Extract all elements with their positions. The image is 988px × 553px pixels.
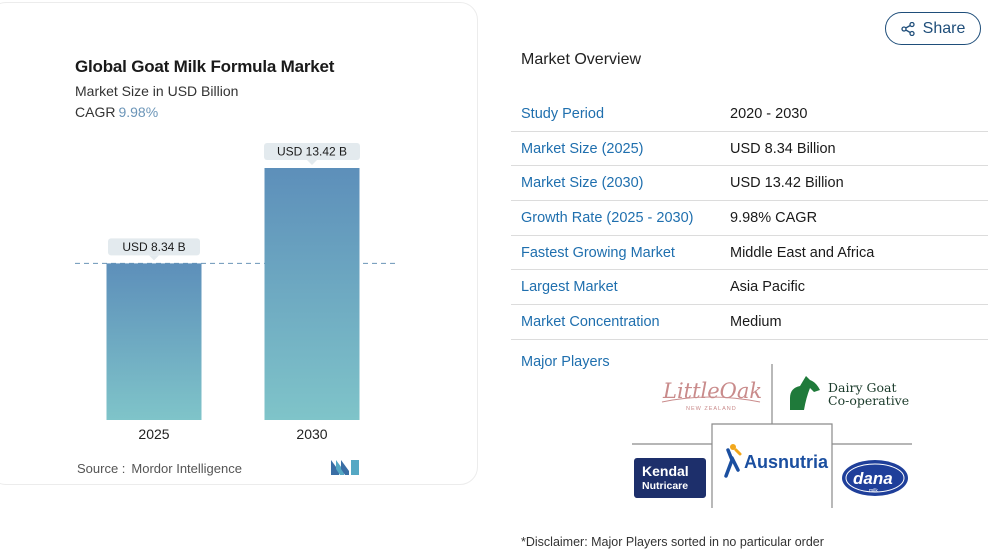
- data-label: USD 13.42 B: [277, 145, 347, 159]
- mordor-intelligence-logo-icon: [331, 460, 359, 475]
- row-key[interactable]: Growth Rate (2025 - 2030): [521, 209, 694, 226]
- row-value: 9.98% CAGR: [730, 209, 818, 226]
- x-tick-label: 2030: [296, 426, 327, 442]
- dana-sub: milk: [869, 488, 878, 494]
- ausnutria-figure-icon: [724, 444, 742, 478]
- row-value: 2020 - 2030: [730, 105, 808, 122]
- dairy-goat-line1: Dairy Goat: [828, 380, 896, 395]
- bar-2030: [264, 168, 360, 420]
- data-label-pointer: [149, 255, 159, 261]
- chart-title: Global Goat Milk Formula Market: [75, 57, 335, 76]
- ausnutria-name: Ausnutria: [744, 452, 829, 472]
- row-key[interactable]: Market Size (2025): [521, 140, 644, 157]
- chart-cagr: CAGR 9.98%: [75, 104, 158, 120]
- dana-logo: dana milk: [842, 460, 908, 496]
- row-value: Asia Pacific: [730, 279, 805, 296]
- major-players-grid: LittleOak NEW ZEALAND Dairy Goat Co-oper…: [632, 364, 912, 508]
- data-label-bg: [264, 143, 360, 160]
- row-key[interactable]: Fastest Growing Market: [521, 244, 675, 261]
- dairy-goat-line2: Co-operative: [828, 393, 909, 408]
- dairy-goat-logo: Dairy Goat Co-operative: [790, 376, 909, 410]
- dana-name: dana: [853, 469, 893, 488]
- row-key[interactable]: Market Size (2030): [521, 175, 644, 192]
- chart-card: [0, 2, 478, 485]
- row-key[interactable]: Study Period: [521, 105, 605, 122]
- row-key[interactable]: Market Concentration: [521, 313, 660, 330]
- share-icon: [900, 21, 915, 36]
- row-value: Middle East and Africa: [730, 244, 875, 261]
- overview-title: Market Overview: [521, 51, 642, 68]
- table-row: Market Size (2030) USD 13.42 Billion: [511, 166, 988, 202]
- kendal-line2: Nutricare: [642, 480, 688, 492]
- data-label: USD 8.34 B: [122, 240, 185, 254]
- share-button[interactable]: Share: [885, 12, 981, 45]
- table-row: Growth Rate (2025 - 2030) 9.98% CAGR: [511, 201, 988, 236]
- chart-subtitle: Market Size in USD Billion: [75, 83, 239, 99]
- littleoak-sub: NEW ZEALAND: [686, 406, 737, 412]
- chart-source: Source : Mordor Intelligence: [77, 461, 242, 476]
- table-row: Market Size (2025) USD 8.34 Billion: [511, 132, 988, 167]
- source-value: Mordor Intelligence: [131, 461, 242, 476]
- kendal-logo: Kendal Nutricare: [634, 458, 706, 498]
- goat-icon: [790, 376, 820, 410]
- source-label: Source :: [77, 461, 126, 476]
- table-row: Largest Market Asia Pacific: [511, 270, 988, 306]
- table-row: Study Period 2020 - 2030: [511, 97, 988, 132]
- cagr-label: CAGR: [75, 104, 116, 120]
- table-row: Market Concentration Medium: [511, 305, 988, 340]
- x-tick-label: 2025: [138, 426, 169, 442]
- row-value: Medium: [730, 313, 782, 330]
- bar-2025: [106, 263, 202, 420]
- kendal-line1: Kendal: [642, 463, 689, 479]
- row-key[interactable]: Largest Market: [521, 279, 618, 296]
- row-value: USD 13.42 Billion: [730, 175, 844, 192]
- cagr-value: 9.98%: [118, 104, 159, 120]
- littleoak-logo: LittleOak NEW ZEALAND: [661, 379, 762, 412]
- bar-chart: USD 8.34 B 2025 USD 13.42 B 2030: [75, 143, 396, 442]
- overview-table: Study Period 2020 - 2030 Market Size (20…: [511, 97, 988, 340]
- ausnutria-logo: Ausnutria: [724, 444, 829, 478]
- share-label: Share: [922, 19, 966, 37]
- major-players-title[interactable]: Major Players: [521, 354, 610, 370]
- data-label-pointer: [307, 160, 317, 165]
- row-value: USD 8.34 Billion: [730, 140, 836, 157]
- data-label-bg: [108, 238, 200, 256]
- table-row: Fastest Growing Market Middle East and A…: [511, 236, 988, 271]
- disclaimer: *Disclaimer: Major Players sorted in no …: [521, 535, 824, 549]
